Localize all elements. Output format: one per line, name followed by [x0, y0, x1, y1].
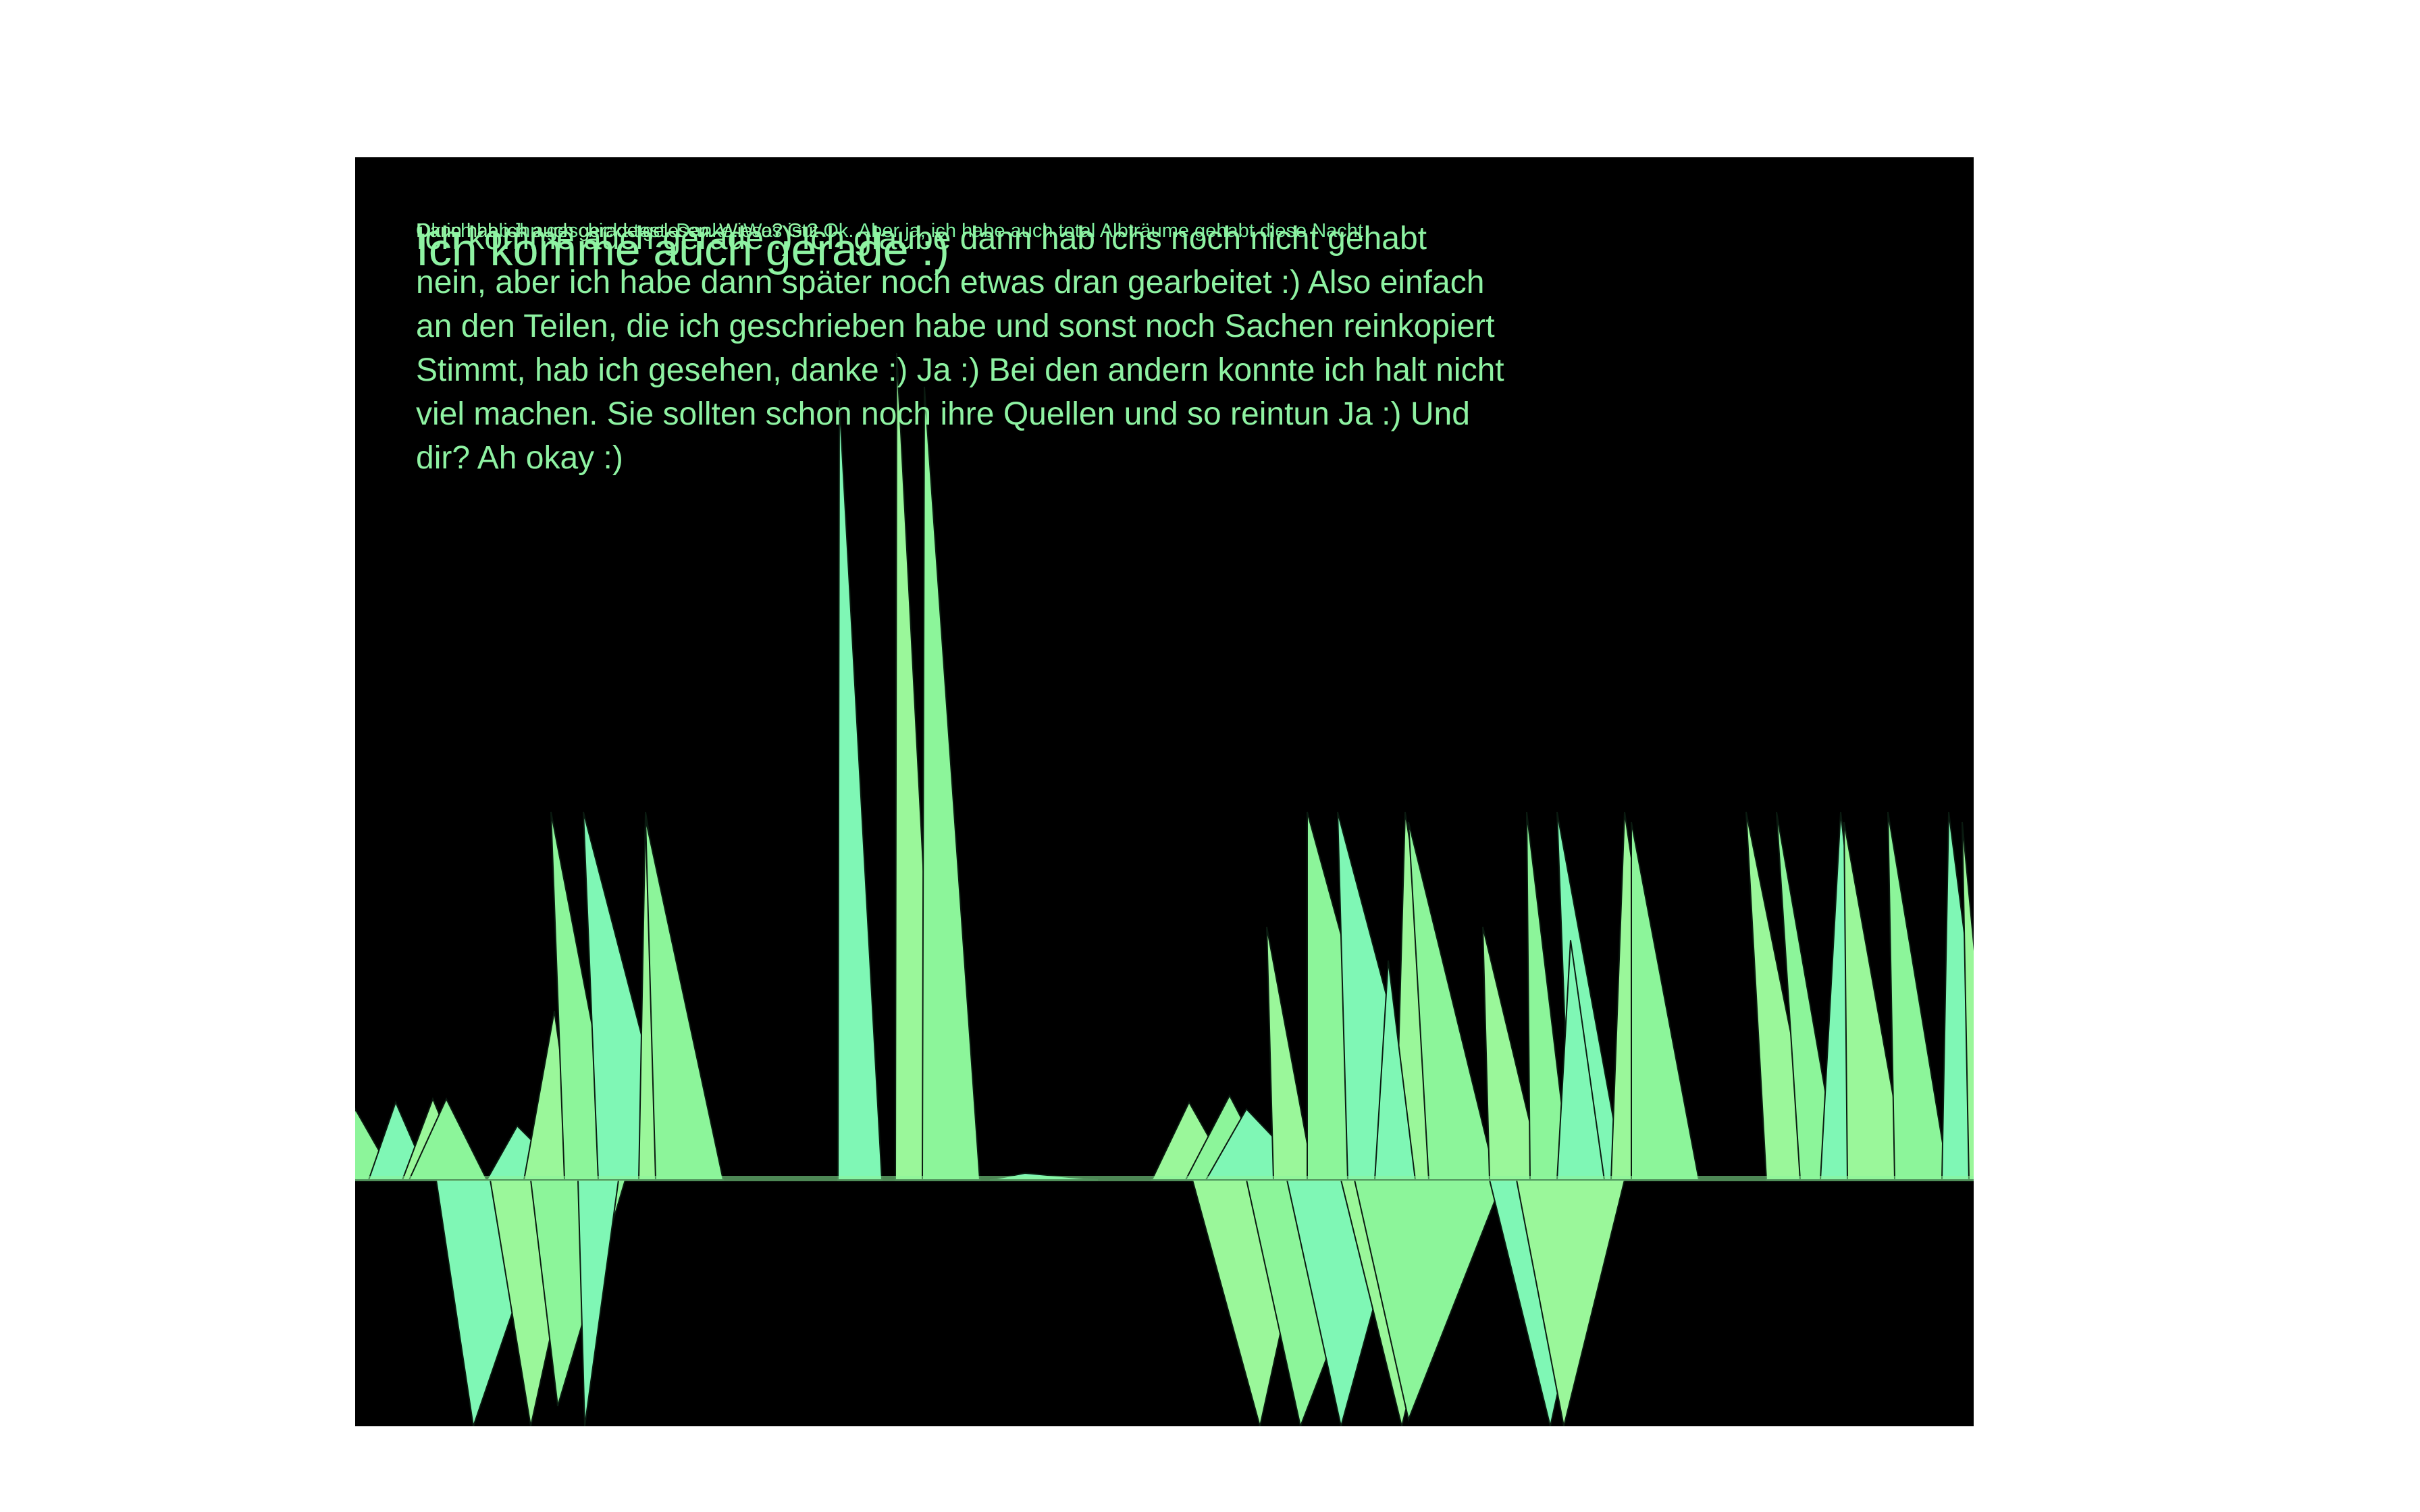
- overlapping-text-layer: Ok ich hab ihn geschickt test. Danke. Wa…: [416, 221, 1699, 282]
- paragraph-line: viel machen. Sie sollten schon noch ihre…: [416, 396, 1470, 432]
- spike-up: [1631, 821, 1700, 1181]
- spike-up: [921, 386, 981, 1181]
- spike-up: [645, 818, 725, 1181]
- spike-up: [1962, 821, 1974, 1181]
- spike-down: [577, 1179, 620, 1426]
- paragraph-line: an den Teilen, die ich geschrieben habe …: [416, 308, 1495, 344]
- spike-up: [1887, 811, 1950, 1181]
- paragraph-line: nein, aber ich habe dann später noch etw…: [416, 265, 1485, 300]
- spike-group: [355, 352, 1974, 1426]
- overlapping-text-large: Ich komme auch gerade :): [416, 224, 949, 275]
- paragraph-line: dir? Ah okay :): [416, 440, 623, 476]
- overlapping-text-small-secondary: Dann hab ich auch gerade gelesen. Wieso?…: [416, 220, 818, 242]
- chat-text-paragraph: Ich komme auch gerade :) Ich glaube dann…: [416, 217, 1672, 480]
- baseline-strip: [355, 1176, 1974, 1181]
- paragraph-line: Ich komme auch gerade :) Ich glaube dann…: [416, 221, 1427, 256]
- visualization-canvas: Ok ich hab ihn geschickt test. Danke. Wa…: [355, 157, 1974, 1426]
- waveform-spikes-graphic: [355, 352, 1974, 1426]
- spike-up: [837, 400, 883, 1181]
- overlapping-text-small: Ok ich hab ihn geschickt test. Danke. Wa…: [416, 220, 1363, 242]
- paragraph-line: Stimmt, hab ich gesehen, danke :) Ja :) …: [416, 352, 1504, 388]
